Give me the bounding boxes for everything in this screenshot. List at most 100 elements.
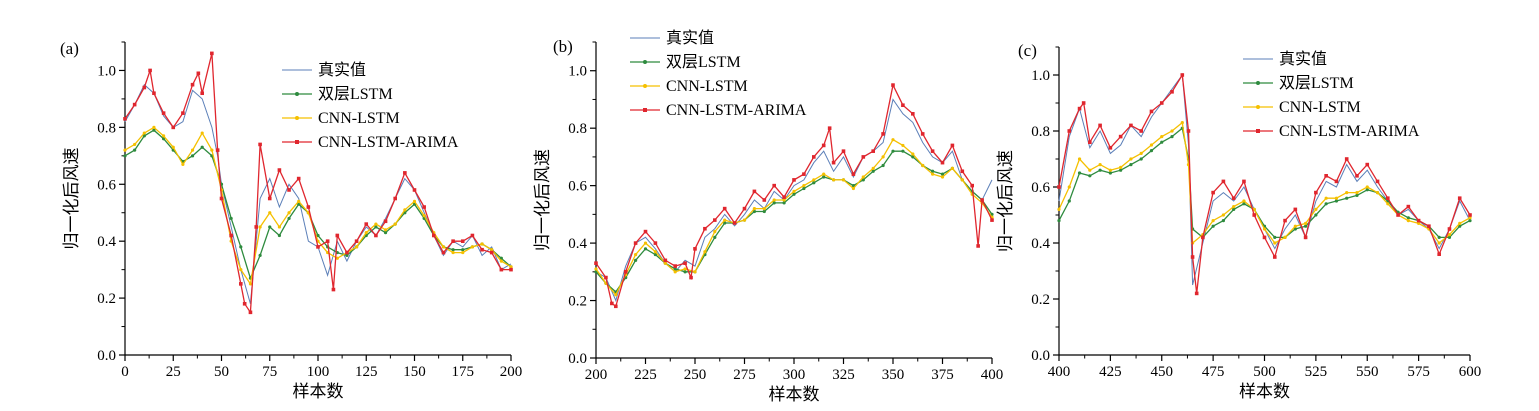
data-point	[1139, 151, 1143, 155]
y-tick-label: 0.4	[97, 234, 116, 250]
data-point	[1355, 174, 1359, 178]
data-point	[1194, 291, 1199, 296]
x-tick-label: 50	[214, 364, 229, 380]
data-point	[142, 131, 146, 135]
legend-marker	[643, 84, 647, 88]
data-point	[345, 250, 349, 255]
series-lstm2	[594, 149, 994, 294]
data-point	[812, 181, 816, 185]
series-line-lstm2	[124, 129, 512, 281]
data-point	[148, 68, 152, 73]
data-point	[1081, 101, 1086, 105]
data-point	[1159, 101, 1164, 105]
data-point	[1314, 207, 1318, 211]
data-point	[470, 245, 474, 249]
data-point	[1314, 190, 1318, 195]
data-point	[1262, 227, 1267, 231]
data-point	[123, 117, 127, 121]
data-point	[693, 270, 697, 274]
x-tick-label: 275	[733, 367, 756, 383]
data-point	[268, 211, 272, 215]
legend-label: 真实值	[318, 61, 366, 79]
data-point	[1272, 255, 1277, 259]
data-point	[1293, 224, 1297, 228]
data-point	[1406, 204, 1411, 209]
data-point	[152, 125, 156, 129]
data-point	[470, 233, 475, 238]
data-point	[287, 216, 291, 221]
data-point	[723, 221, 727, 225]
data-point	[762, 198, 767, 202]
data-point	[1221, 179, 1226, 184]
data-point	[441, 250, 446, 255]
data-point	[772, 183, 776, 188]
data-point	[732, 221, 737, 225]
data-point	[643, 247, 648, 251]
data-point	[742, 218, 747, 222]
data-point	[499, 259, 503, 263]
data-point	[1180, 73, 1185, 77]
data-point	[239, 282, 243, 286]
data-point	[762, 207, 766, 211]
data-point	[841, 178, 846, 182]
data-point	[403, 208, 407, 212]
data-point	[152, 128, 156, 132]
y-tick-label: 0.8	[1031, 124, 1050, 140]
data-point	[1334, 196, 1339, 200]
x-tick-label: 200	[585, 367, 608, 383]
x-axis-title: 样本数	[293, 382, 344, 401]
data-point	[871, 169, 875, 173]
x-tick-label: 400	[981, 367, 1004, 383]
data-point	[812, 178, 816, 182]
data-point	[335, 233, 340, 238]
data-point	[901, 103, 905, 107]
data-point	[331, 287, 336, 292]
data-point	[1324, 202, 1328, 206]
data-point	[297, 202, 301, 206]
data-point	[383, 228, 388, 232]
data-point	[277, 168, 282, 172]
data-point	[1273, 241, 1277, 245]
data-point	[1149, 149, 1154, 153]
data-point	[345, 253, 349, 258]
legend-entry: 真实值	[282, 61, 366, 79]
data-point	[509, 265, 513, 269]
data-point	[1221, 219, 1225, 223]
x-tick-label: 100	[307, 364, 330, 380]
panel-label: (c)	[1018, 41, 1037, 60]
data-point	[1293, 207, 1298, 212]
data-point	[1458, 224, 1462, 228]
data-point	[1057, 219, 1061, 223]
data-point	[374, 222, 378, 226]
data-point	[162, 134, 166, 138]
data-point	[623, 270, 628, 274]
legend-entry: CNN-LSTM	[1243, 99, 1361, 116]
data-point	[1457, 196, 1462, 200]
data-point	[1118, 134, 1123, 139]
data-point	[1211, 219, 1215, 223]
data-point	[901, 143, 905, 148]
data-point	[181, 111, 185, 115]
data-point	[713, 230, 717, 234]
data-point	[1283, 218, 1287, 223]
data-point	[200, 131, 204, 135]
series-arima	[594, 83, 994, 309]
x-tick-label: 125	[355, 364, 378, 380]
data-point	[693, 247, 697, 251]
data-point	[412, 199, 417, 203]
x-tick-label: 475	[1202, 364, 1225, 380]
legend-label: 真实值	[666, 29, 714, 47]
data-point	[762, 209, 766, 214]
data-point	[1252, 213, 1257, 217]
series-cnn	[594, 138, 994, 297]
data-point	[393, 196, 397, 201]
data-point	[723, 218, 727, 222]
series-lstm2	[123, 128, 513, 281]
data-point	[722, 206, 727, 211]
x-tick-label: 575	[1407, 364, 1430, 380]
data-point	[181, 162, 185, 166]
legend-marker	[643, 108, 647, 112]
x-tick-label: 200	[500, 364, 523, 380]
data-point	[190, 148, 195, 152]
y-tick-label: 0.0	[97, 348, 116, 364]
